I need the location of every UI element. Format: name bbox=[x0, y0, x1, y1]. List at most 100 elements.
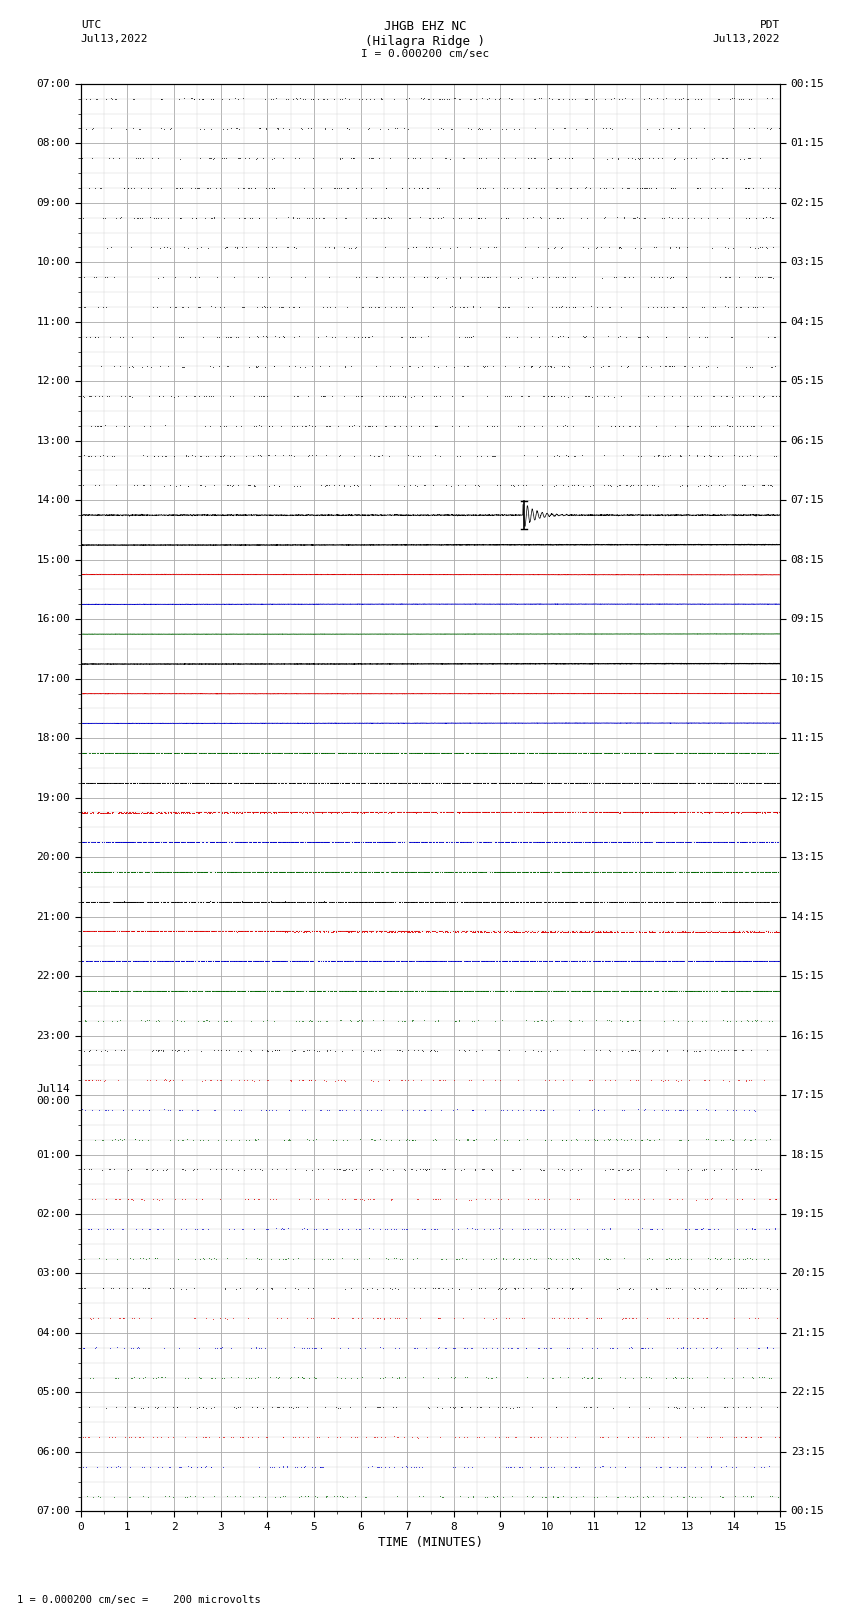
Point bbox=[96, 829, 110, 855]
Point bbox=[434, 740, 447, 766]
Point bbox=[323, 413, 337, 439]
Point bbox=[628, 948, 642, 974]
Point bbox=[214, 977, 228, 1003]
Point bbox=[388, 829, 402, 855]
Point bbox=[712, 918, 726, 944]
Point bbox=[553, 205, 567, 231]
Point bbox=[637, 860, 650, 886]
Point bbox=[420, 829, 434, 855]
Point bbox=[250, 1336, 264, 1361]
Point bbox=[424, 948, 438, 974]
Point bbox=[560, 829, 574, 855]
Point bbox=[319, 116, 332, 142]
Point bbox=[711, 889, 724, 915]
Point bbox=[119, 800, 133, 826]
Point bbox=[701, 829, 715, 855]
Point bbox=[204, 769, 218, 795]
Point bbox=[647, 977, 660, 1003]
Point bbox=[262, 740, 275, 766]
Point bbox=[570, 918, 584, 944]
Point bbox=[395, 1097, 409, 1123]
Point bbox=[725, 919, 739, 945]
Point bbox=[677, 294, 690, 319]
Point bbox=[436, 769, 450, 795]
Point bbox=[569, 918, 582, 944]
Point bbox=[678, 919, 692, 945]
Point bbox=[552, 145, 566, 171]
Point bbox=[745, 740, 758, 766]
Point bbox=[615, 769, 628, 795]
Point bbox=[751, 1305, 764, 1331]
Point bbox=[314, 473, 327, 498]
Point bbox=[464, 800, 478, 826]
Point bbox=[583, 977, 597, 1003]
Point bbox=[725, 384, 739, 410]
Point bbox=[686, 860, 700, 886]
Point bbox=[352, 829, 366, 855]
Point bbox=[453, 265, 467, 290]
Point bbox=[380, 919, 394, 945]
Point bbox=[465, 800, 479, 826]
Point bbox=[282, 977, 296, 1003]
Point bbox=[738, 829, 751, 855]
Point bbox=[535, 860, 548, 886]
Point bbox=[758, 800, 772, 826]
Point bbox=[756, 740, 770, 766]
Point bbox=[638, 829, 651, 855]
Point bbox=[268, 977, 281, 1003]
Point bbox=[586, 740, 599, 766]
Point bbox=[411, 1037, 425, 1063]
Point bbox=[219, 1127, 233, 1153]
Point bbox=[711, 948, 725, 974]
Point bbox=[724, 948, 738, 974]
Point bbox=[706, 860, 719, 886]
Point bbox=[134, 860, 148, 886]
Point bbox=[326, 800, 339, 826]
Point bbox=[598, 829, 612, 855]
Point bbox=[666, 829, 679, 855]
Point bbox=[87, 860, 100, 886]
Point bbox=[266, 1186, 280, 1211]
Point bbox=[128, 473, 141, 498]
Point bbox=[230, 769, 243, 795]
Point bbox=[119, 948, 133, 974]
Point bbox=[507, 919, 521, 945]
Point bbox=[699, 1305, 712, 1331]
Point bbox=[423, 829, 437, 855]
Point bbox=[182, 294, 196, 319]
Point bbox=[275, 294, 288, 319]
Point bbox=[639, 1424, 653, 1450]
Point bbox=[751, 1008, 764, 1034]
Point bbox=[99, 740, 112, 766]
Point bbox=[703, 889, 717, 915]
Point bbox=[617, 829, 631, 855]
Point bbox=[144, 800, 158, 826]
Point bbox=[335, 860, 348, 886]
Point bbox=[670, 769, 683, 795]
Point bbox=[338, 948, 352, 974]
Point bbox=[556, 800, 570, 826]
Point bbox=[356, 918, 370, 944]
Point bbox=[222, 889, 235, 915]
Point bbox=[365, 889, 378, 915]
Point bbox=[293, 889, 307, 915]
Point bbox=[498, 948, 512, 974]
Point bbox=[620, 889, 634, 915]
Point bbox=[96, 800, 110, 826]
Point bbox=[639, 977, 653, 1003]
Point bbox=[102, 1157, 116, 1182]
Point bbox=[700, 800, 714, 826]
Point bbox=[543, 740, 557, 766]
Point bbox=[450, 977, 463, 1003]
Point bbox=[660, 769, 673, 795]
Point bbox=[456, 977, 470, 1003]
Point bbox=[237, 1068, 251, 1094]
Point bbox=[264, 769, 277, 795]
Point bbox=[566, 977, 580, 1003]
Point bbox=[627, 740, 641, 766]
Point bbox=[187, 918, 201, 944]
Point bbox=[366, 889, 379, 915]
Point bbox=[505, 829, 518, 855]
Point bbox=[286, 85, 300, 111]
Point bbox=[456, 800, 470, 826]
